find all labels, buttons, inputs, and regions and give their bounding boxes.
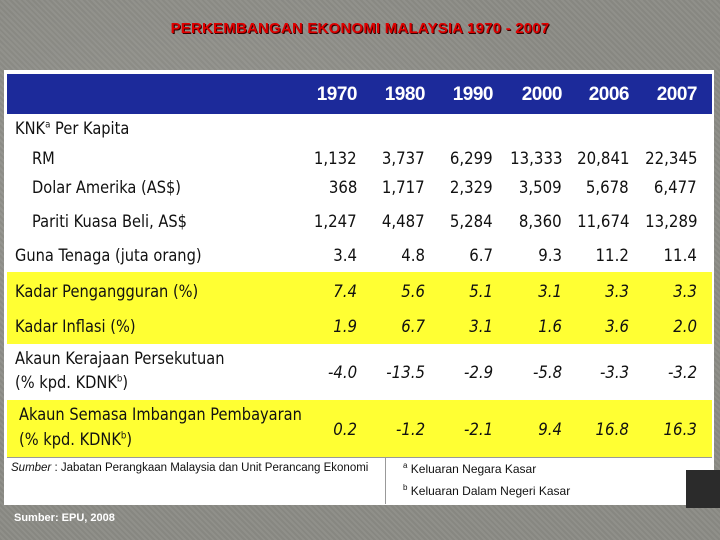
source-note: Sumber : Jabatan Perangkaan Malaysia dan…: [11, 462, 369, 474]
cell-value: 6,477: [654, 178, 697, 198]
cell-value: 3.1: [469, 317, 493, 337]
cell-value: -2.9: [463, 363, 493, 383]
row-label: Dolar Amerika (AS$): [32, 178, 182, 198]
slide-title: PERKEMBANGAN EKONOMI MALAYSIA 1970 - 200…: [170, 20, 550, 37]
cell-value: 368: [328, 178, 357, 198]
cell-value: 5.1: [469, 282, 493, 302]
cell-value: -13.5: [386, 363, 425, 383]
row-label: Akaun Kerajaan Persekutuan: [15, 349, 225, 369]
cell-value: 3,509: [519, 178, 562, 198]
cell-value: 11,674: [576, 212, 629, 232]
table-row-highlighted: Kadar Pengangguran (%) 7.4 5.6 5.1 3.1 3…: [7, 272, 712, 310]
row-label: RM: [32, 149, 55, 169]
cell-value: 3.1: [538, 282, 562, 302]
cell-value: 2.0: [673, 317, 697, 337]
table-row: RM 1,132 3,737 6,299 13,333 20,841 22,34…: [7, 144, 712, 174]
corner-decoration: [686, 470, 720, 508]
row-label: Kadar Pengangguran (%): [15, 282, 199, 302]
cell-value: 0.2: [333, 420, 357, 440]
cell-value: 6.7: [469, 246, 493, 266]
cell-value: -2.1: [463, 420, 493, 440]
row-label: KNKa Per Kapita: [15, 119, 130, 139]
cell-value: 5.6: [401, 282, 425, 302]
cell-value: 16.3: [663, 420, 697, 440]
cell-value: -1.2: [395, 420, 425, 440]
year-header-2000: 2000: [521, 84, 563, 105]
economic-table: 1970 1980 1990 2000 2006 2007 KNKa Per K…: [7, 74, 712, 504]
table-row: Pariti Kuasa Beli, AS$ 1,247 4,487 5,284…: [7, 204, 712, 240]
cell-value: 6.7: [401, 317, 425, 337]
cell-value: 11.2: [595, 246, 629, 266]
cell-value: 7.4: [333, 282, 357, 302]
cell-value: 3.4: [333, 246, 357, 266]
cell-value: 1.9: [333, 317, 357, 337]
year-header-1990: 1990: [452, 84, 494, 105]
cell-value: 1,247: [314, 212, 357, 232]
cell-value: 2,329: [450, 178, 493, 198]
cell-value: 1,717: [382, 178, 425, 198]
cell-value: -5.8: [532, 363, 562, 383]
footnote-divider: [385, 458, 386, 504]
table-row: KNKa Per Kapita: [7, 114, 712, 144]
year-header-2007: 2007: [656, 84, 698, 105]
table-row: Dolar Amerika (AS$) 368 1,717 2,329 3,50…: [7, 174, 712, 204]
year-header-1980: 1980: [384, 84, 426, 105]
table-row-highlighted: Kadar Inflasi (%) 1.9 6.7 3.1 1.6 3.6 2.…: [7, 310, 712, 344]
row-label-sub: (% kpd. KDNKb): [19, 430, 133, 450]
cell-value: 9.4: [538, 420, 562, 440]
cell-value: 1,132: [314, 149, 357, 169]
cell-value: 3.3: [673, 282, 697, 302]
cell-value: 9.3: [538, 246, 562, 266]
slide-source: Sumber: EPU, 2008: [14, 512, 115, 524]
table-header: 1970 1980 1990 2000 2006 2007: [7, 74, 712, 114]
cell-value: 8,360: [519, 212, 562, 232]
footnote-a: a Keluaran Negara Kasar: [403, 461, 537, 476]
table-row: Akaun Kerajaan Persekutuan (% kpd. KDNKb…: [7, 344, 712, 400]
cell-value: 11.4: [663, 246, 697, 266]
cell-value: 3.6: [605, 317, 629, 337]
year-header-2006: 2006: [588, 84, 630, 105]
cell-value: 22,345: [644, 149, 697, 169]
row-label: Akaun Semasa Imbangan Pembayaran: [19, 405, 302, 425]
cell-value: -3.2: [667, 363, 697, 383]
table-row: Guna Tenaga (juta orang) 3.4 4.8 6.7 9.3…: [7, 240, 712, 272]
cell-value: 13,289: [644, 212, 697, 232]
row-label: Guna Tenaga (juta orang): [15, 246, 202, 266]
cell-value: 5,678: [586, 178, 629, 198]
cell-value: 3.3: [605, 282, 629, 302]
cell-value: 16.8: [595, 420, 629, 440]
table-row-highlighted: Akaun Semasa Imbangan Pembayaran (% kpd.…: [7, 400, 712, 457]
cell-value: 3,737: [382, 149, 425, 169]
cell-value: 4,487: [382, 212, 425, 232]
cell-value: 1.6: [538, 317, 562, 337]
row-label: Pariti Kuasa Beli, AS$: [32, 212, 187, 232]
cell-value: -4.0: [327, 363, 357, 383]
table-footnotes: Sumber : Jabatan Perangkaan Malaysia dan…: [7, 457, 712, 504]
row-label: Kadar Inflasi (%): [15, 317, 136, 337]
cell-value: 5,284: [450, 212, 493, 232]
footnote-b: b Keluaran Dalam Negeri Kasar: [403, 483, 571, 498]
year-header-1970: 1970: [316, 84, 358, 105]
cell-value: 13,333: [509, 149, 562, 169]
cell-value: 6,299: [450, 149, 493, 169]
cell-value: 4.8: [401, 246, 425, 266]
row-label-sub: (% kpd. KDNKb): [15, 373, 129, 393]
cell-value: -3.3: [599, 363, 629, 383]
cell-value: 20,841: [576, 149, 629, 169]
